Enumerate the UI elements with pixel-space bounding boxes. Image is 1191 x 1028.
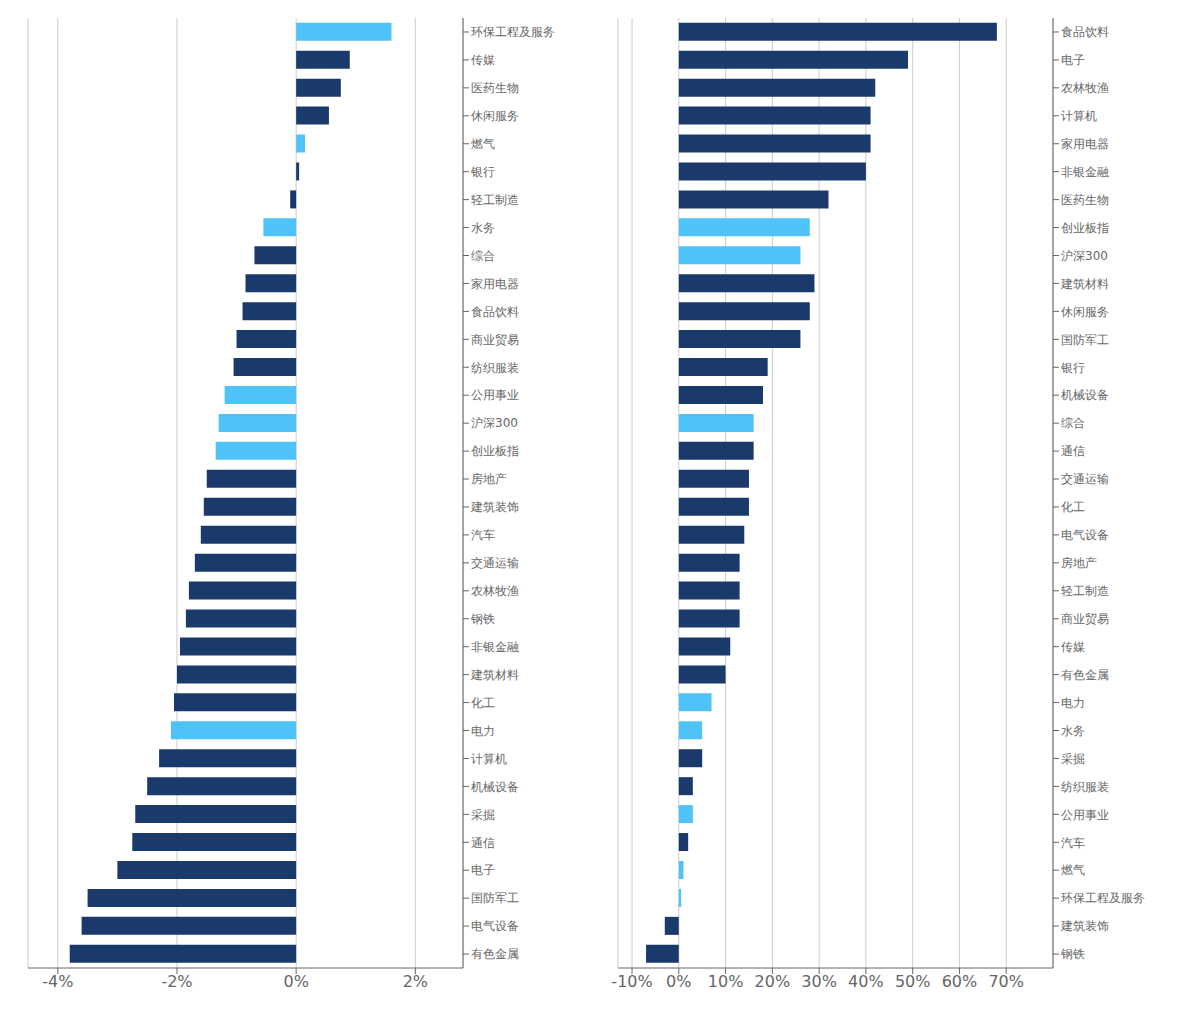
- svg-text:60%: 60%: [942, 972, 978, 991]
- svg-text:创业板指: 创业板指: [471, 444, 519, 458]
- svg-text:休闲服务: 休闲服务: [1061, 305, 1109, 319]
- svg-text:有色金属: 有色金属: [471, 947, 519, 961]
- svg-text:电子: 电子: [471, 863, 495, 877]
- svg-text:房地产: 房地产: [471, 472, 507, 486]
- svg-text:通信: 通信: [471, 836, 495, 850]
- svg-text:30%: 30%: [801, 972, 837, 991]
- svg-text:建筑装饰: 建筑装饰: [1060, 919, 1109, 933]
- svg-text:商业贸易: 商业贸易: [471, 333, 519, 347]
- svg-text:国防军工: 国防军工: [471, 891, 519, 905]
- svg-text:建筑材料: 建筑材料: [1060, 277, 1109, 291]
- svg-text:交通运输: 交通运输: [471, 556, 519, 570]
- svg-text:非银金融: 非银金融: [1061, 165, 1109, 179]
- svg-text:农林牧渔: 农林牧渔: [1061, 81, 1109, 95]
- svg-text:机械设备: 机械设备: [471, 780, 519, 794]
- svg-text:非银金融: 非银金融: [471, 640, 519, 654]
- svg-text:-4%: -4%: [42, 972, 73, 991]
- svg-text:通信: 通信: [1061, 444, 1085, 458]
- svg-text:燃气: 燃气: [1061, 863, 1085, 877]
- svg-text:20%: 20%: [755, 972, 791, 991]
- svg-text:医药生物: 医药生物: [1061, 193, 1109, 207]
- svg-text:电力: 电力: [471, 724, 495, 738]
- svg-text:传媒: 传媒: [1061, 640, 1085, 654]
- svg-text:交通运输: 交通运输: [1061, 472, 1109, 486]
- svg-text:水务: 水务: [1061, 724, 1085, 738]
- svg-text:轻工制造: 轻工制造: [1061, 584, 1109, 598]
- svg-text:化工: 化工: [1061, 500, 1085, 514]
- svg-text:10%: 10%: [708, 972, 744, 991]
- svg-text:环保工程及服务: 环保工程及服务: [1061, 891, 1145, 905]
- svg-text:汽车: 汽车: [1061, 836, 1085, 850]
- svg-text:公用事业: 公用事业: [1061, 808, 1109, 822]
- svg-text:综合: 综合: [1061, 416, 1085, 430]
- svg-text:化工: 化工: [471, 696, 495, 710]
- svg-text:建筑装饰: 建筑装饰: [470, 500, 519, 514]
- svg-text:钢铁: 钢铁: [470, 612, 495, 626]
- svg-text:电子: 电子: [1061, 53, 1085, 67]
- svg-text:公用事业: 公用事业: [471, 388, 519, 402]
- svg-text:2%: 2%: [403, 972, 428, 991]
- svg-text:农林牧渔: 农林牧渔: [471, 584, 519, 598]
- svg-text:轻工制造: 轻工制造: [471, 193, 519, 207]
- svg-text:银行: 银行: [470, 165, 495, 179]
- svg-text:休闲服务: 休闲服务: [471, 109, 519, 123]
- svg-text:机械设备: 机械设备: [1061, 388, 1109, 402]
- svg-text:商业贸易: 商业贸易: [1061, 612, 1109, 626]
- svg-text:医药生物: 医药生物: [471, 81, 519, 95]
- svg-text:家用电器: 家用电器: [471, 277, 519, 291]
- svg-text:沪深300: 沪深300: [1061, 249, 1108, 263]
- svg-text:食品饮料: 食品饮料: [471, 305, 519, 319]
- svg-text:环保工程及服务: 环保工程及服务: [471, 25, 555, 39]
- svg-text:70%: 70%: [988, 972, 1024, 991]
- svg-text:电气设备: 电气设备: [471, 919, 519, 933]
- svg-text:水务: 水务: [471, 221, 495, 235]
- svg-text:食品饮料: 食品饮料: [1061, 25, 1109, 39]
- svg-text:建筑材料: 建筑材料: [470, 668, 519, 682]
- svg-text:-2%: -2%: [161, 972, 192, 991]
- svg-text:沪深300: 沪深300: [471, 416, 518, 430]
- svg-text:有色金属: 有色金属: [1061, 668, 1109, 682]
- svg-text:综合: 综合: [471, 249, 495, 263]
- svg-text:40%: 40%: [848, 972, 884, 991]
- svg-text:计算机: 计算机: [471, 752, 507, 766]
- svg-text:电气设备: 电气设备: [1061, 528, 1109, 542]
- svg-text:0%: 0%: [283, 972, 308, 991]
- svg-text:电力: 电力: [1061, 696, 1085, 710]
- svg-text:燃气: 燃气: [471, 137, 495, 151]
- svg-text:传媒: 传媒: [471, 53, 495, 67]
- svg-text:计算机: 计算机: [1061, 109, 1097, 123]
- svg-text:创业板指: 创业板指: [1061, 221, 1109, 235]
- svg-text:采掘: 采掘: [471, 808, 495, 822]
- svg-text:-10%: -10%: [611, 972, 652, 991]
- svg-text:0%: 0%: [666, 972, 691, 991]
- svg-text:纺织服装: 纺织服装: [1061, 780, 1109, 794]
- svg-text:纺织服装: 纺织服装: [471, 361, 519, 375]
- svg-text:50%: 50%: [895, 972, 931, 991]
- svg-text:家用电器: 家用电器: [1061, 137, 1109, 151]
- svg-text:采掘: 采掘: [1061, 752, 1085, 766]
- svg-text:银行: 银行: [1060, 361, 1085, 375]
- svg-text:汽车: 汽车: [471, 528, 495, 542]
- svg-text:国防军工: 国防军工: [1061, 333, 1109, 347]
- svg-text:房地产: 房地产: [1061, 556, 1097, 570]
- svg-text:钢铁: 钢铁: [1060, 947, 1085, 961]
